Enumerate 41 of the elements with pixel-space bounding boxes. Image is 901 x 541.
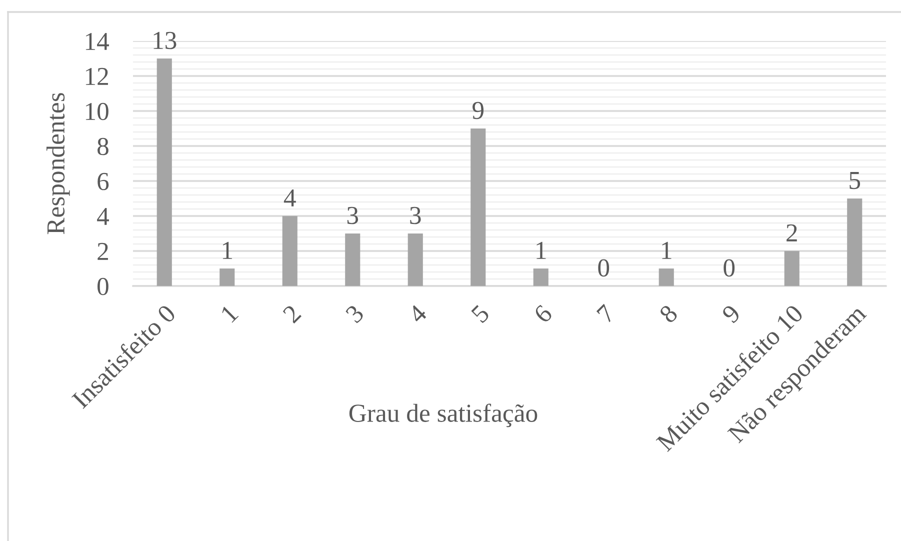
x-tick-label: 6 [533,304,554,324]
bar [408,234,423,286]
x-tick-label: 3 [344,304,365,324]
x-tick-label: 2 [282,304,302,324]
data-label: 2 [786,224,797,242]
data-label: 0 [724,259,735,277]
y-tick-label: 8 [98,138,108,156]
x-tick-label: 7 [596,304,616,324]
y-tick-label: 6 [98,172,109,190]
y-tick-label: 4 [97,208,109,225]
x-tick-label: 4 [407,304,428,324]
y-tick-label: 14 [86,32,109,50]
y-tick-label: 2 [98,242,108,260]
data-label: 3 [410,206,421,224]
x-tick-label: 5 [470,304,490,324]
bar [220,268,235,286]
bar [156,58,172,286]
data-label: 4 [284,189,296,206]
bar [658,268,674,286]
bar [784,251,800,286]
data-label: 0 [598,259,610,277]
bar [345,234,360,286]
data-label: 1 [222,242,232,259]
data-label: 1 [536,242,546,259]
y-tick-label: 12 [86,68,108,85]
x-tick-label: 1 [220,304,239,323]
y-axis-title: Respondentes [46,93,70,234]
x-tick-label: 9 [721,304,742,324]
y-tick-label: 0 [98,278,108,296]
bar [470,128,486,286]
data-label: 1 [662,242,672,259]
bar [847,198,862,286]
y-tick-label: 10 [86,102,108,120]
bar [533,268,548,286]
data-label: 3 [347,206,358,224]
x-axis-title: Grau de satisfação [349,404,538,428]
data-label: 9 [472,102,484,120]
x-tick-label: 8 [658,304,678,324]
data-label: 5 [850,172,860,190]
data-label: 13 [154,32,176,50]
bar [282,216,298,286]
